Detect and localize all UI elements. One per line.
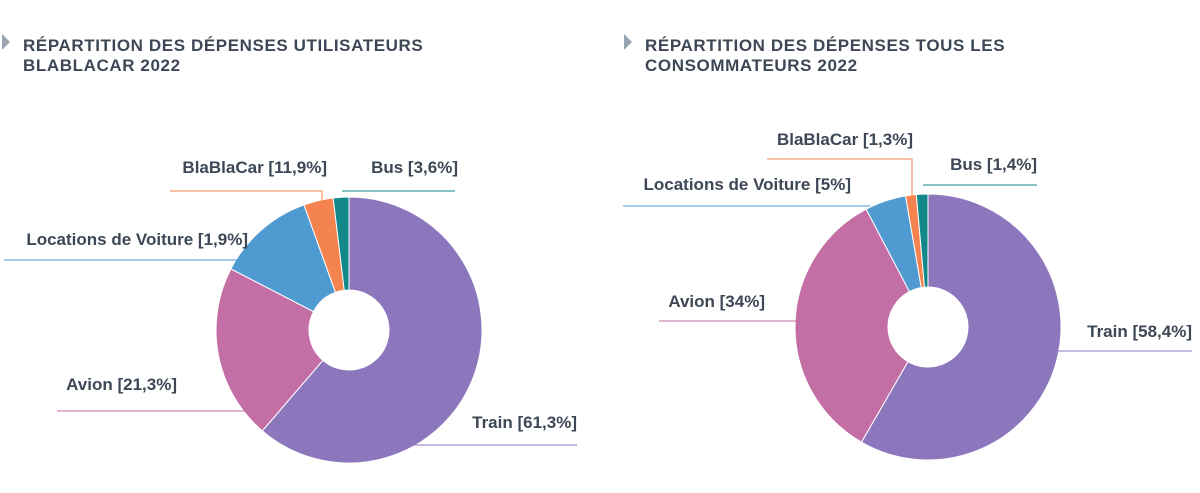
pie-slice-avion	[794, 208, 911, 443]
donut-chart-users: Train [61,3%] Avion [21,3%] Locations de V…	[4, 158, 577, 464]
pie-slice-locations-de-voiture	[230, 204, 337, 313]
slice-label: Avion [34%]	[668, 292, 765, 311]
slice-label: Train [58,4%]	[1087, 322, 1192, 341]
chart-panel-all-consumers: RÉPARTITION DES DÉPENSES TOUS LES CONSOM…	[600, 0, 1200, 493]
leader-line	[170, 190, 323, 203]
chart-title: RÉPARTITION DES DÉPENSES UTILISATEURS BL…	[23, 36, 424, 75]
chart-title: RÉPARTITION DES DÉPENSES TOUS LES CONSOM…	[645, 36, 1006, 75]
donut-chart-all-consumers: Train [58,4%] Avion [34%] Locations de Voi…	[623, 130, 1192, 461]
slice-label: Bus [1,4%]	[950, 155, 1037, 174]
pie-slice-train	[860, 193, 1062, 461]
leader-line	[767, 158, 913, 197]
slice-label: Avion [21,3%]	[66, 375, 177, 394]
chevron-right-icon	[624, 34, 632, 50]
pie-slice-avion	[215, 268, 324, 432]
slice-label: BlaBlaCar [1,3%]	[777, 130, 913, 149]
pie-slice-bus	[332, 196, 350, 291]
slice-label: Train [61,3%]	[472, 413, 577, 432]
slice-label: Locations de Voiture [5%]	[644, 175, 852, 194]
slice-label: Locations de Voiture [1,9%]	[26, 230, 248, 249]
chart-panel-users: RÉPARTITION DES DÉPENSES UTILISATEURS BL…	[2, 34, 577, 464]
pie-slice-train	[261, 196, 483, 464]
pie-slice-bus	[915, 193, 929, 288]
slice-label: Bus [3,6%]	[371, 158, 458, 177]
chevron-right-icon	[2, 34, 10, 50]
slice-label: BlaBlaCar [11,9%]	[182, 158, 327, 177]
